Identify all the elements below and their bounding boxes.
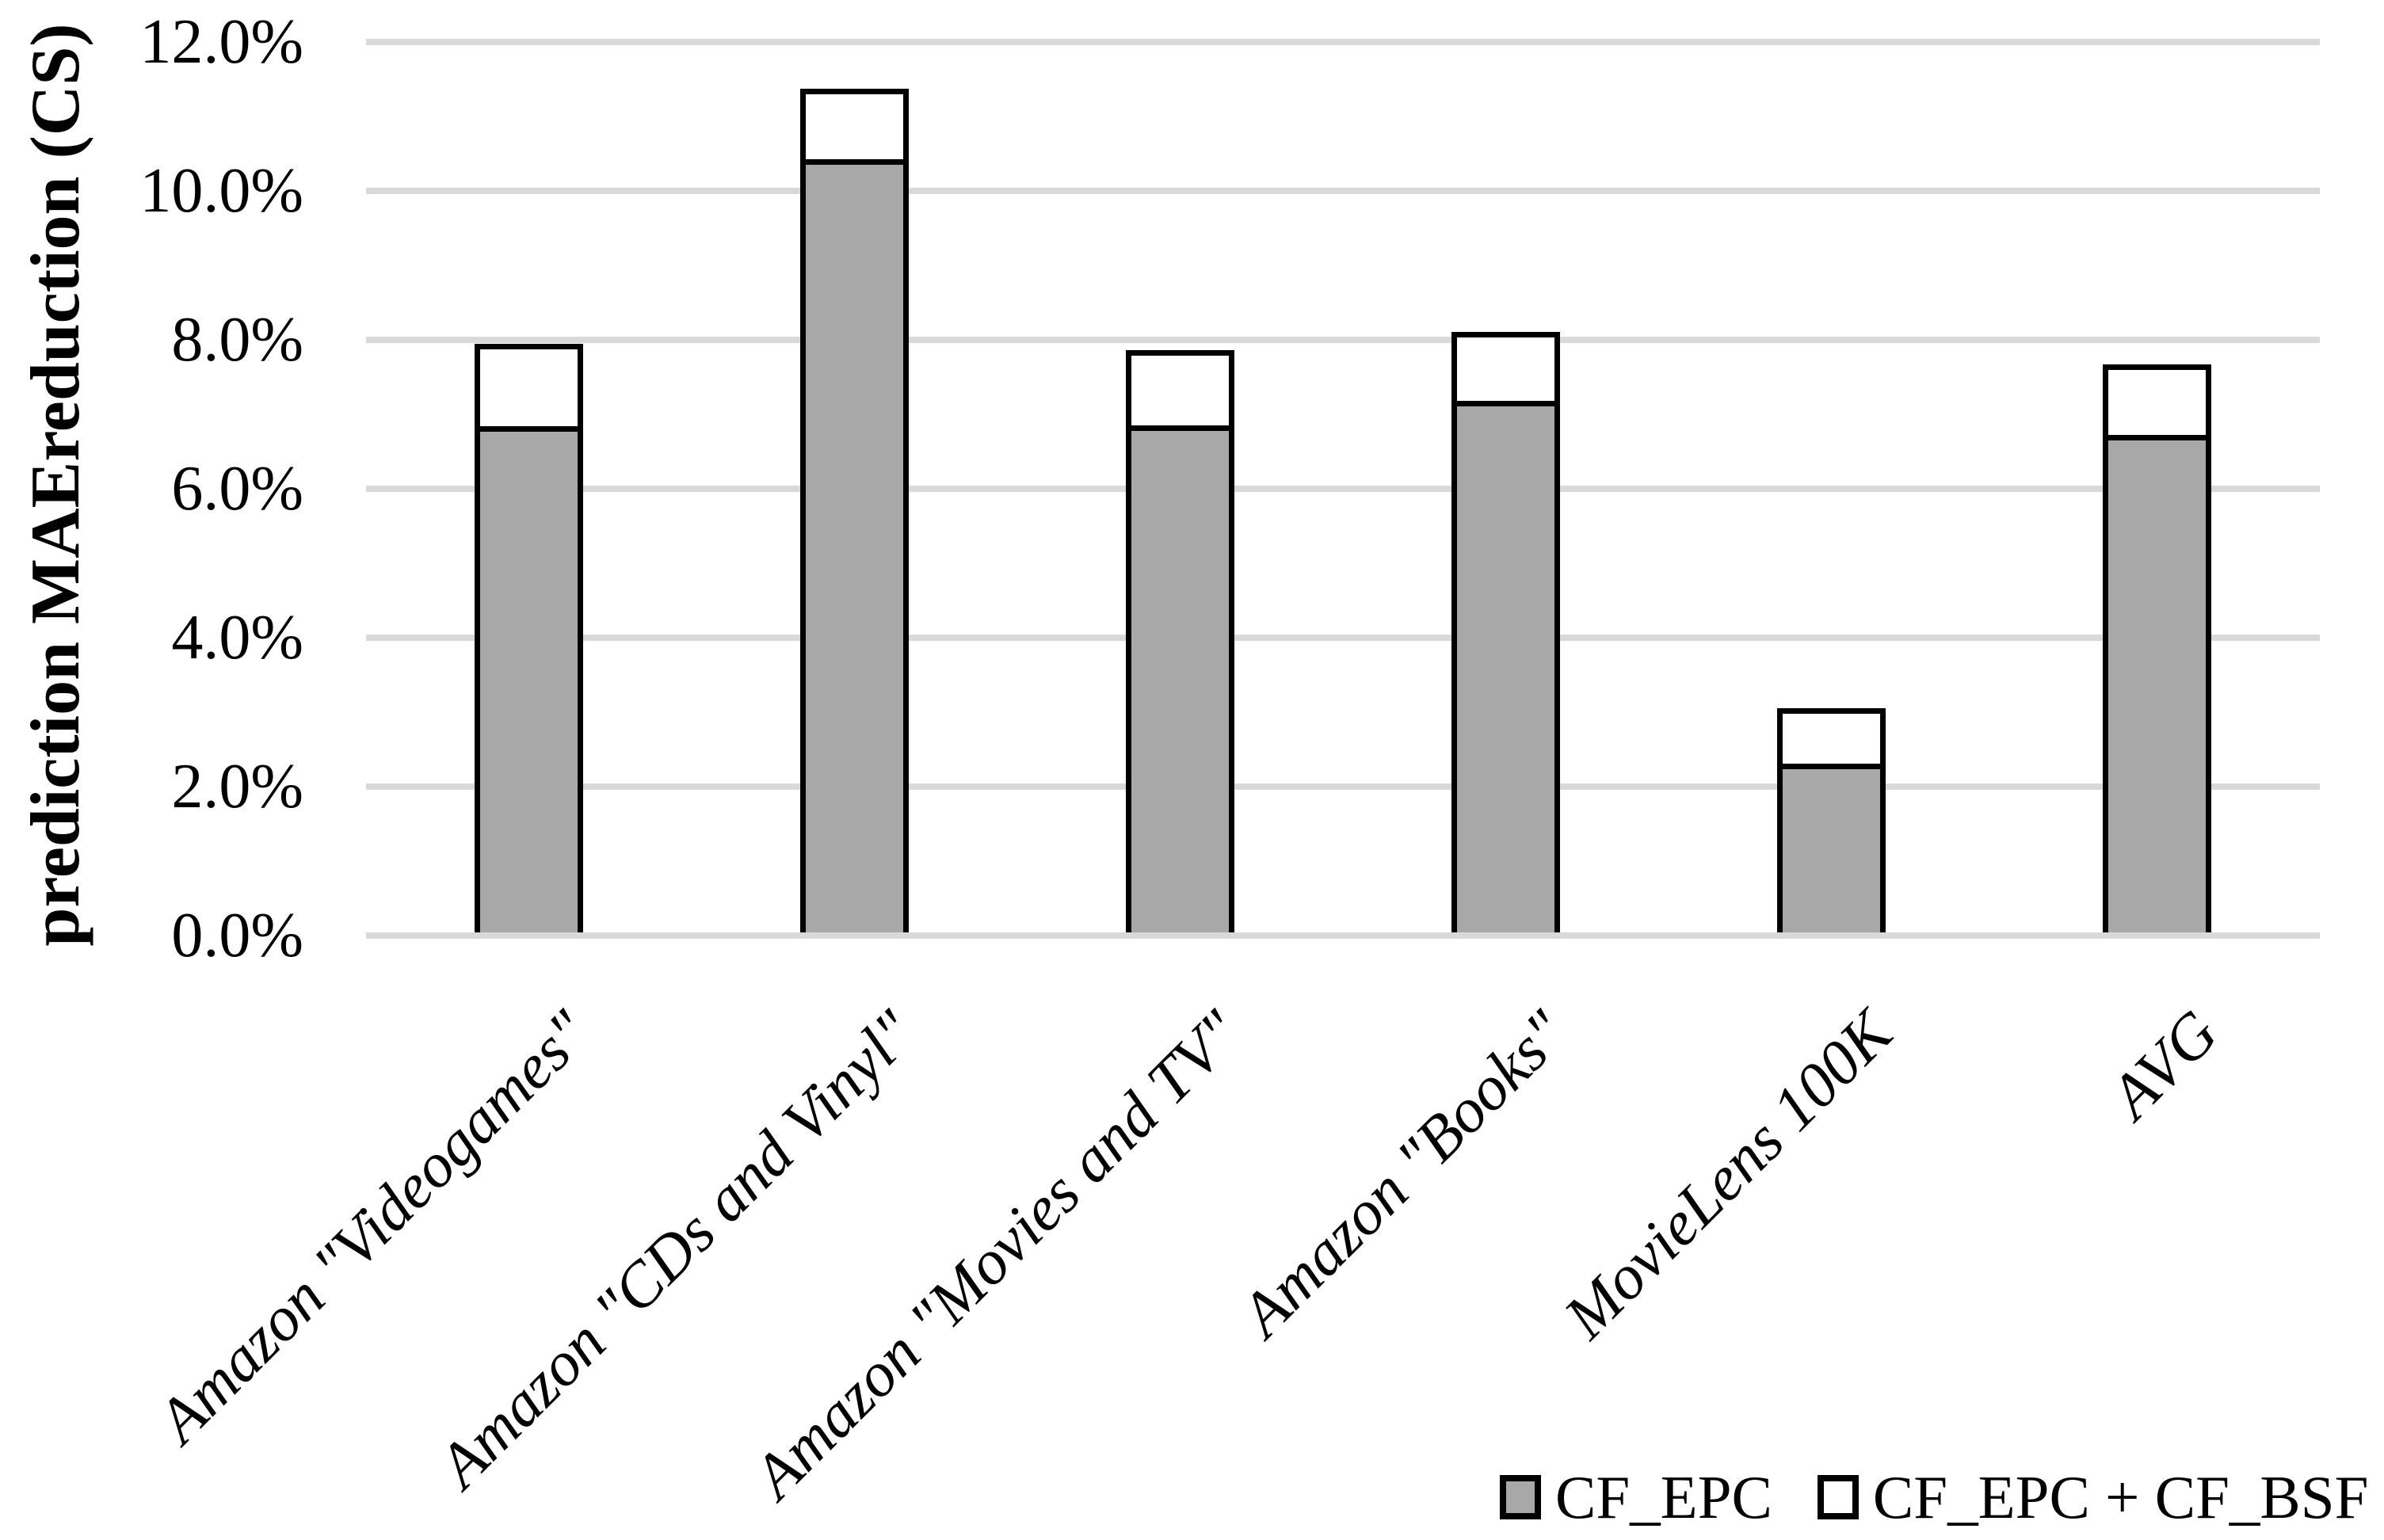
gridline-4pct — [366, 635, 2320, 641]
x-axis-label-5: MovieLens 100K — [1551, 997, 1906, 1352]
gridline-2pct — [366, 783, 2320, 790]
bar-stack-6-cf-epc-plus-cf-bsf — [2103, 364, 2211, 932]
bar-segment-cf-epc — [2108, 435, 2206, 932]
bar-stack-3-cf-epc-plus-cf-bsf — [1126, 350, 1234, 932]
y-tick-label-0pct: 0.0% — [171, 901, 303, 970]
gridline-10pct — [366, 188, 2320, 194]
x-axis-label-6: AVG — [2096, 997, 2232, 1132]
legend-label-cf-epc: CF_EPC — [1555, 1463, 1772, 1531]
y-tick-label-6pct: 6.0% — [171, 454, 303, 524]
bar-segment-cf-epc — [806, 158, 903, 932]
gridline-0pct — [366, 932, 2320, 939]
gridline-8pct — [366, 337, 2320, 343]
x-axis-label-4: Amazon "Books" — [1227, 997, 1581, 1350]
y-tick-label-10pct: 10.0% — [139, 156, 303, 226]
y-tick-label-12pct: 12.0% — [139, 7, 303, 77]
bar-stack-4-cf-epc-plus-cf-bsf — [1451, 331, 1560, 932]
legend: CF_EPC CF_EPC + CF_BSF — [1500, 1462, 2368, 1533]
bar-segment-cf-epc — [1783, 763, 1880, 932]
bar-stack-5-cf-epc-plus-cf-bsf — [1777, 708, 1886, 932]
y-tick-label-2pct: 2.0% — [171, 752, 303, 821]
legend-swatch-cf-epc — [1500, 1475, 1541, 1519]
bar-segment-cf-epc — [1131, 425, 1229, 932]
bar-segment-cf-epc — [480, 426, 578, 932]
legend-swatch-cf-epc-cf-bsf — [1817, 1475, 1859, 1519]
gridline-6pct — [366, 486, 2320, 492]
bar-stack-1-cf-epc-plus-cf-bsf — [475, 343, 583, 932]
y-tick-label-8pct: 8.0% — [171, 305, 303, 375]
legend-label-cf-epc-cf-bsf: CF_EPC + CF_BSF — [1872, 1463, 2369, 1531]
gridline-12pct — [366, 39, 2320, 45]
bar-segment-cf-epc — [1457, 401, 1554, 932]
y-tick-label-4pct: 4.0% — [171, 603, 303, 673]
bar-stack-2-cf-epc-plus-cf-bsf — [800, 89, 909, 932]
